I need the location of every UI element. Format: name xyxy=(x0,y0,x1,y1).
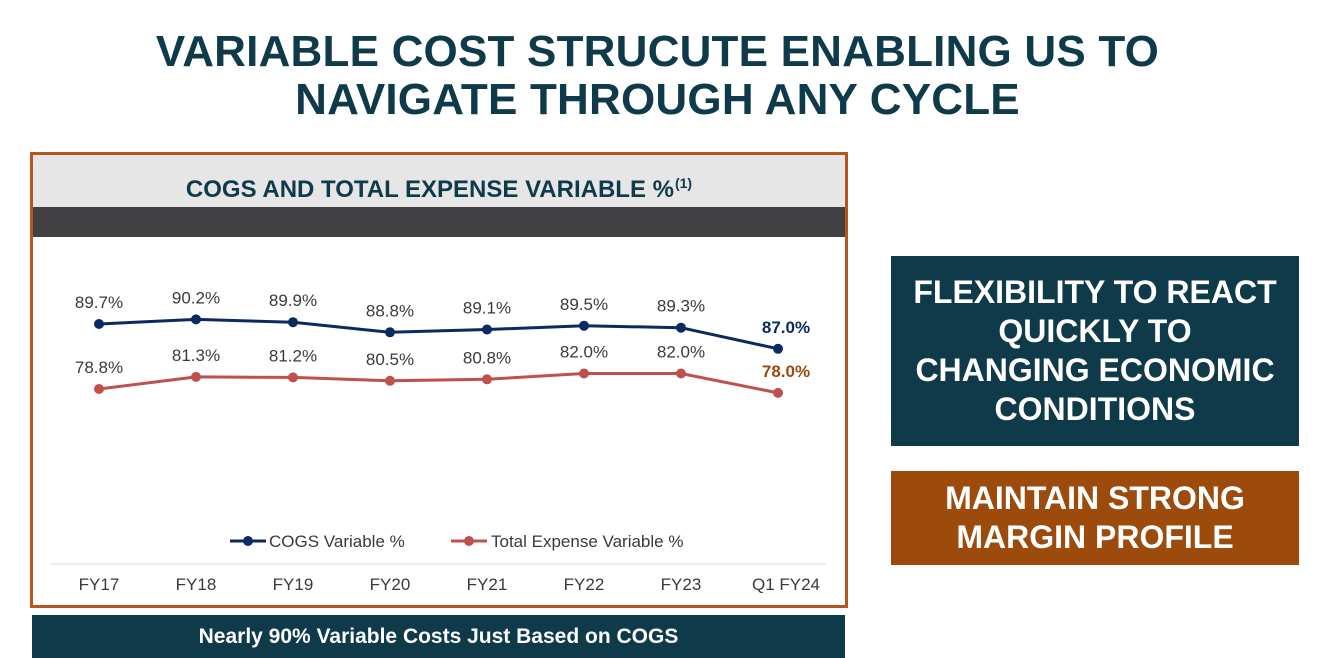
data-point-s2-8 xyxy=(773,387,783,398)
page-title-line-2: NAVIGATE THROUGH ANY CYCLE xyxy=(295,75,1020,124)
data-label-s1-2: 90.2% xyxy=(172,288,220,307)
data-label-s1-7: 89.3% xyxy=(657,297,705,316)
chart-panel: COGS AND TOTAL EXPENSE VARIABLE %(1) 89.… xyxy=(30,152,848,608)
x-tick-label-4: FY20 xyxy=(370,575,411,594)
data-label-s2-4: 80.5% xyxy=(366,350,414,369)
x-tick-label-3: FY19 xyxy=(273,575,314,594)
x-tick-label-7: FY23 xyxy=(661,575,702,594)
data-label-s2-8: 78.0% xyxy=(762,362,810,381)
callout-margin-line-1: MAINTAIN STRONG xyxy=(945,480,1245,516)
bottom-banner: Nearly 90% Variable Costs Just Based on … xyxy=(32,615,845,658)
data-point-s2-4 xyxy=(385,375,395,386)
line-chart: 89.7% 90.2% 89.9% 88.8% 89.1% 89.5% 89.3% 87.0%… xyxy=(51,288,826,594)
page-title: VARIABLE COST STRUCUTE ENABLING US TO NA… xyxy=(0,28,1315,124)
data-label-s1-6: 89.5% xyxy=(560,295,608,314)
data-label-s2-7: 82.0% xyxy=(657,343,705,362)
data-point-s1-4 xyxy=(385,327,395,338)
x-tick-label-1: FY17 xyxy=(79,575,120,594)
legend-label-1: COGS Variable % xyxy=(269,532,405,551)
data-label-s2-5: 80.8% xyxy=(463,348,511,367)
data-label-s1-3: 89.9% xyxy=(269,291,317,310)
callout-flexibility-line-4: CONDITIONS xyxy=(994,391,1196,427)
series-line-1 xyxy=(98,317,779,351)
callout-flexibility-line-1: FLEXIBILITY TO REACT xyxy=(913,274,1277,310)
callout-flexibility-line-3: CHANGING ECONOMIC xyxy=(915,352,1275,388)
data-label-s1-1: 89.7% xyxy=(75,293,123,312)
callout-flexibility: FLEXIBILITY TO REACT QUICKLY TO CHANGING… xyxy=(891,256,1299,446)
callout-margin: MAINTAIN STRONG MARGIN PROFILE xyxy=(891,471,1299,565)
x-tick-label-5: FY21 xyxy=(467,575,508,594)
data-label-s1-5: 89.1% xyxy=(463,299,511,318)
data-label-s2-3: 81.2% xyxy=(269,346,317,365)
data-point-s1-7 xyxy=(676,322,686,333)
chart-header-band xyxy=(33,207,845,237)
data-point-s1-2 xyxy=(191,314,201,325)
data-label-s2-6: 82.0% xyxy=(560,343,608,362)
legend-marker-1 xyxy=(243,536,253,546)
data-point-s1-5 xyxy=(482,324,492,335)
legend-marker-2 xyxy=(464,536,474,546)
data-point-s1-8 xyxy=(773,343,783,354)
data-point-s2-1 xyxy=(94,384,104,394)
series-line-2 xyxy=(98,372,779,395)
callout-flexibility-line-2: QUICKLY TO xyxy=(998,313,1192,349)
x-tick-label-6: FY22 xyxy=(564,575,605,594)
data-point-s2-3 xyxy=(288,372,298,383)
x-tick-label-2: FY18 xyxy=(176,575,217,594)
data-point-s1-1 xyxy=(94,319,104,329)
data-point-s1-3 xyxy=(288,317,298,328)
data-label-s1-4: 88.8% xyxy=(366,301,414,320)
chart-header-text: COGS AND TOTAL EXPENSE VARIABLE %(1) xyxy=(186,170,692,203)
chart-header: COGS AND TOTAL EXPENSE VARIABLE %(1) xyxy=(33,155,845,207)
footnote-marker: (1) xyxy=(674,175,693,191)
data-label-s2-2: 81.3% xyxy=(172,346,220,365)
callout-margin-line-2: MARGIN PROFILE xyxy=(956,519,1234,555)
x-tick-label-8: Q1 FY24 xyxy=(752,575,820,594)
data-point-s2-7 xyxy=(676,368,686,379)
data-point-s2-2 xyxy=(191,371,201,382)
data-label-s1-8: 87.0% xyxy=(762,318,810,337)
data-label-s2-1: 78.8% xyxy=(75,358,123,377)
legend-label-2: Total Expense Variable % xyxy=(491,532,683,551)
data-point-s2-5 xyxy=(482,374,492,385)
data-point-s1-6 xyxy=(579,320,589,331)
data-point-s2-6 xyxy=(579,368,589,379)
chart-header-label: COGS AND TOTAL EXPENSE VARIABLE % xyxy=(185,176,674,203)
page-title-line-1: VARIABLE COST STRUCUTE ENABLING US TO xyxy=(155,27,1160,76)
